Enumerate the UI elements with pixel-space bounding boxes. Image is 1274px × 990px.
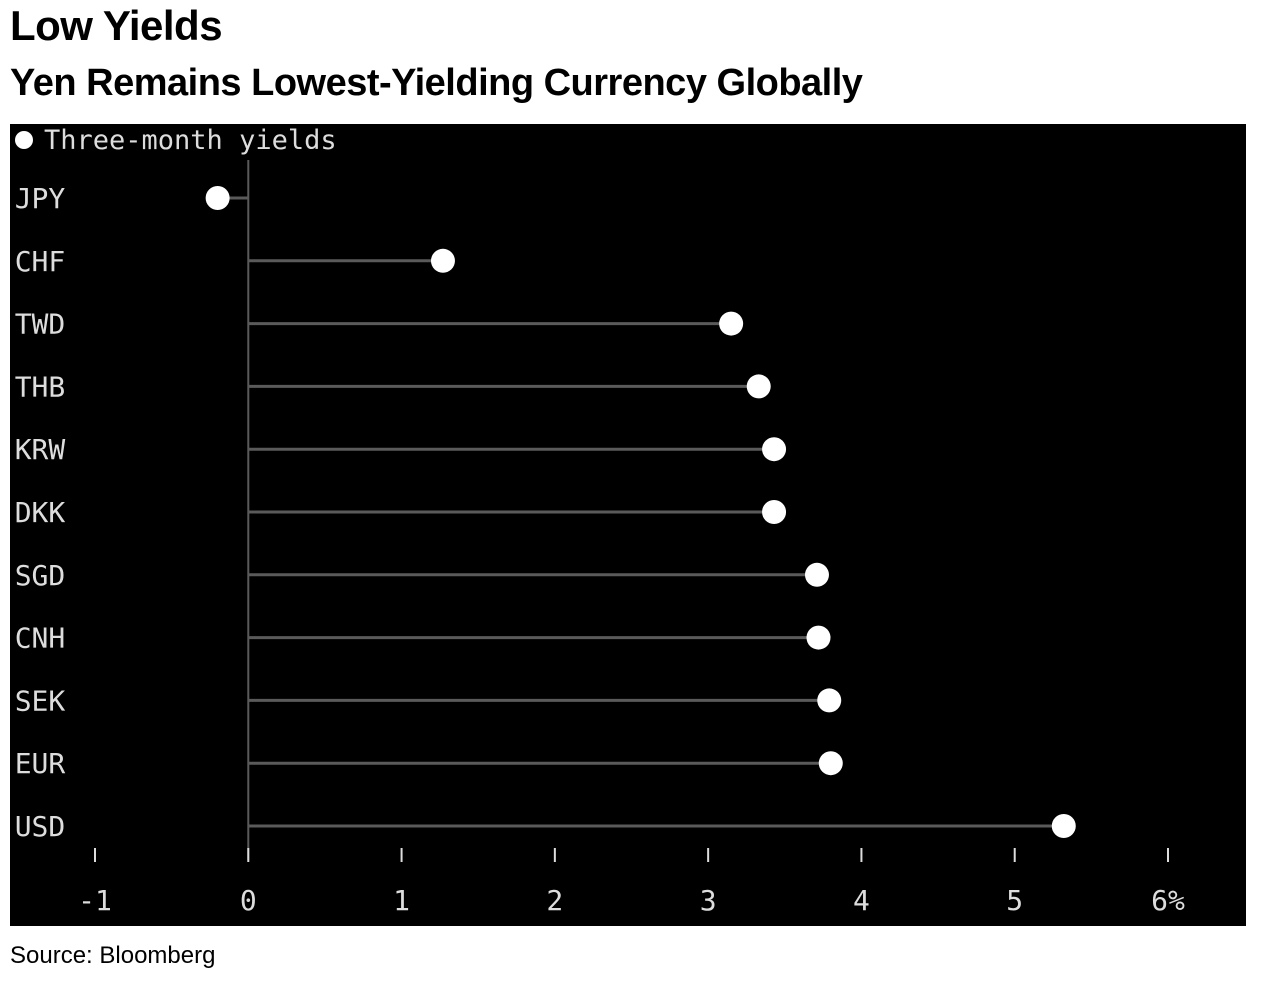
x-tick-label: 1 [393, 884, 410, 917]
y-label-usd: USD [15, 810, 66, 843]
chart-subtitle: Yen Remains Lowest-Yielding Currency Glo… [10, 62, 863, 104]
marker-usd [1051, 814, 1076, 838]
x-tick-label: 0 [240, 884, 257, 917]
legend: Three-month yields [15, 125, 337, 156]
source-note: Source: Bloomberg [10, 942, 216, 969]
y-label-krw: KRW [15, 433, 66, 466]
marker-sgd [804, 562, 829, 587]
x-tick-label: 2 [546, 884, 563, 917]
stems [217, 196, 1064, 828]
x-tick-label: 3 [700, 884, 717, 917]
marker-thb [746, 374, 771, 399]
y-label-chf: CHF [15, 245, 66, 278]
x-axis-ticks: -1 0 1 2 3 4 5 6% [78, 848, 1185, 917]
chart-title: Low Yields [10, 2, 223, 49]
x-tick-label: 5 [1006, 884, 1023, 917]
marker-dkk [762, 500, 787, 524]
y-label-sek: SEK [15, 684, 66, 717]
y-label-eur: EUR [15, 747, 66, 780]
x-tick-label: -1 [78, 884, 112, 917]
y-axis-labels: JPY CHF TWD THB KRW DKK SGD CNH SEK EUR USD [15, 182, 66, 843]
y-label-dkk: DKK [15, 496, 66, 529]
y-label-sgd: SGD [15, 559, 66, 592]
y-label-thb: THB [15, 370, 66, 403]
marker-jpy [205, 186, 230, 210]
y-label-jpy: JPY [15, 182, 66, 215]
marker-eur [818, 751, 843, 776]
marker-sek [817, 688, 842, 713]
x-tick-label: 6% [1151, 884, 1185, 917]
legend-marker [15, 131, 33, 149]
marker-cnh [806, 625, 831, 650]
markers [205, 186, 1076, 838]
chart-panel: Three-month yields JPY CHF TWD THB KRW DKK SGD… [10, 124, 1246, 926]
marker-chf [430, 248, 455, 273]
legend-label: Three-month yields [44, 125, 337, 156]
x-tick-label: 4 [853, 884, 870, 917]
marker-twd [719, 311, 744, 336]
marker-krw [762, 437, 787, 462]
lollipop-chart: Three-month yields JPY CHF TWD THB KRW DKK SGD… [15, 125, 1185, 917]
y-label-cnh: CNH [15, 622, 66, 655]
y-label-twd: TWD [15, 308, 66, 341]
